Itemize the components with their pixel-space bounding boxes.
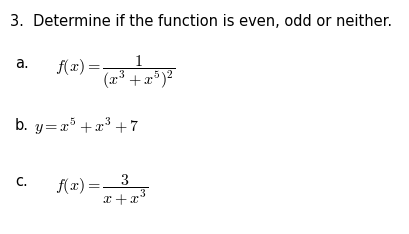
Text: a.: a. (15, 56, 29, 72)
Text: b.: b. (15, 118, 29, 134)
Text: $\mathit{y}=\mathit{x}^5+\mathit{x}^3+7$: $\mathit{y}=\mathit{x}^5+\mathit{x}^3+7$ (34, 115, 139, 137)
Text: $\mathit{f}(\mathit{x})=\dfrac{3}{\mathit{x}+\mathit{x}^3}$: $\mathit{f}(\mathit{x})=\dfrac{3}{\mathi… (55, 172, 148, 208)
Text: 3.  Determine if the function is even, odd or neither.: 3. Determine if the function is even, od… (10, 14, 391, 29)
Text: c.: c. (15, 175, 28, 190)
Text: $\mathit{f}(\mathit{x})=\dfrac{1}{(\mathit{x}^3+\mathit{x}^5)^2}$: $\mathit{f}(\mathit{x})=\dfrac{1}{(\math… (55, 53, 175, 91)
